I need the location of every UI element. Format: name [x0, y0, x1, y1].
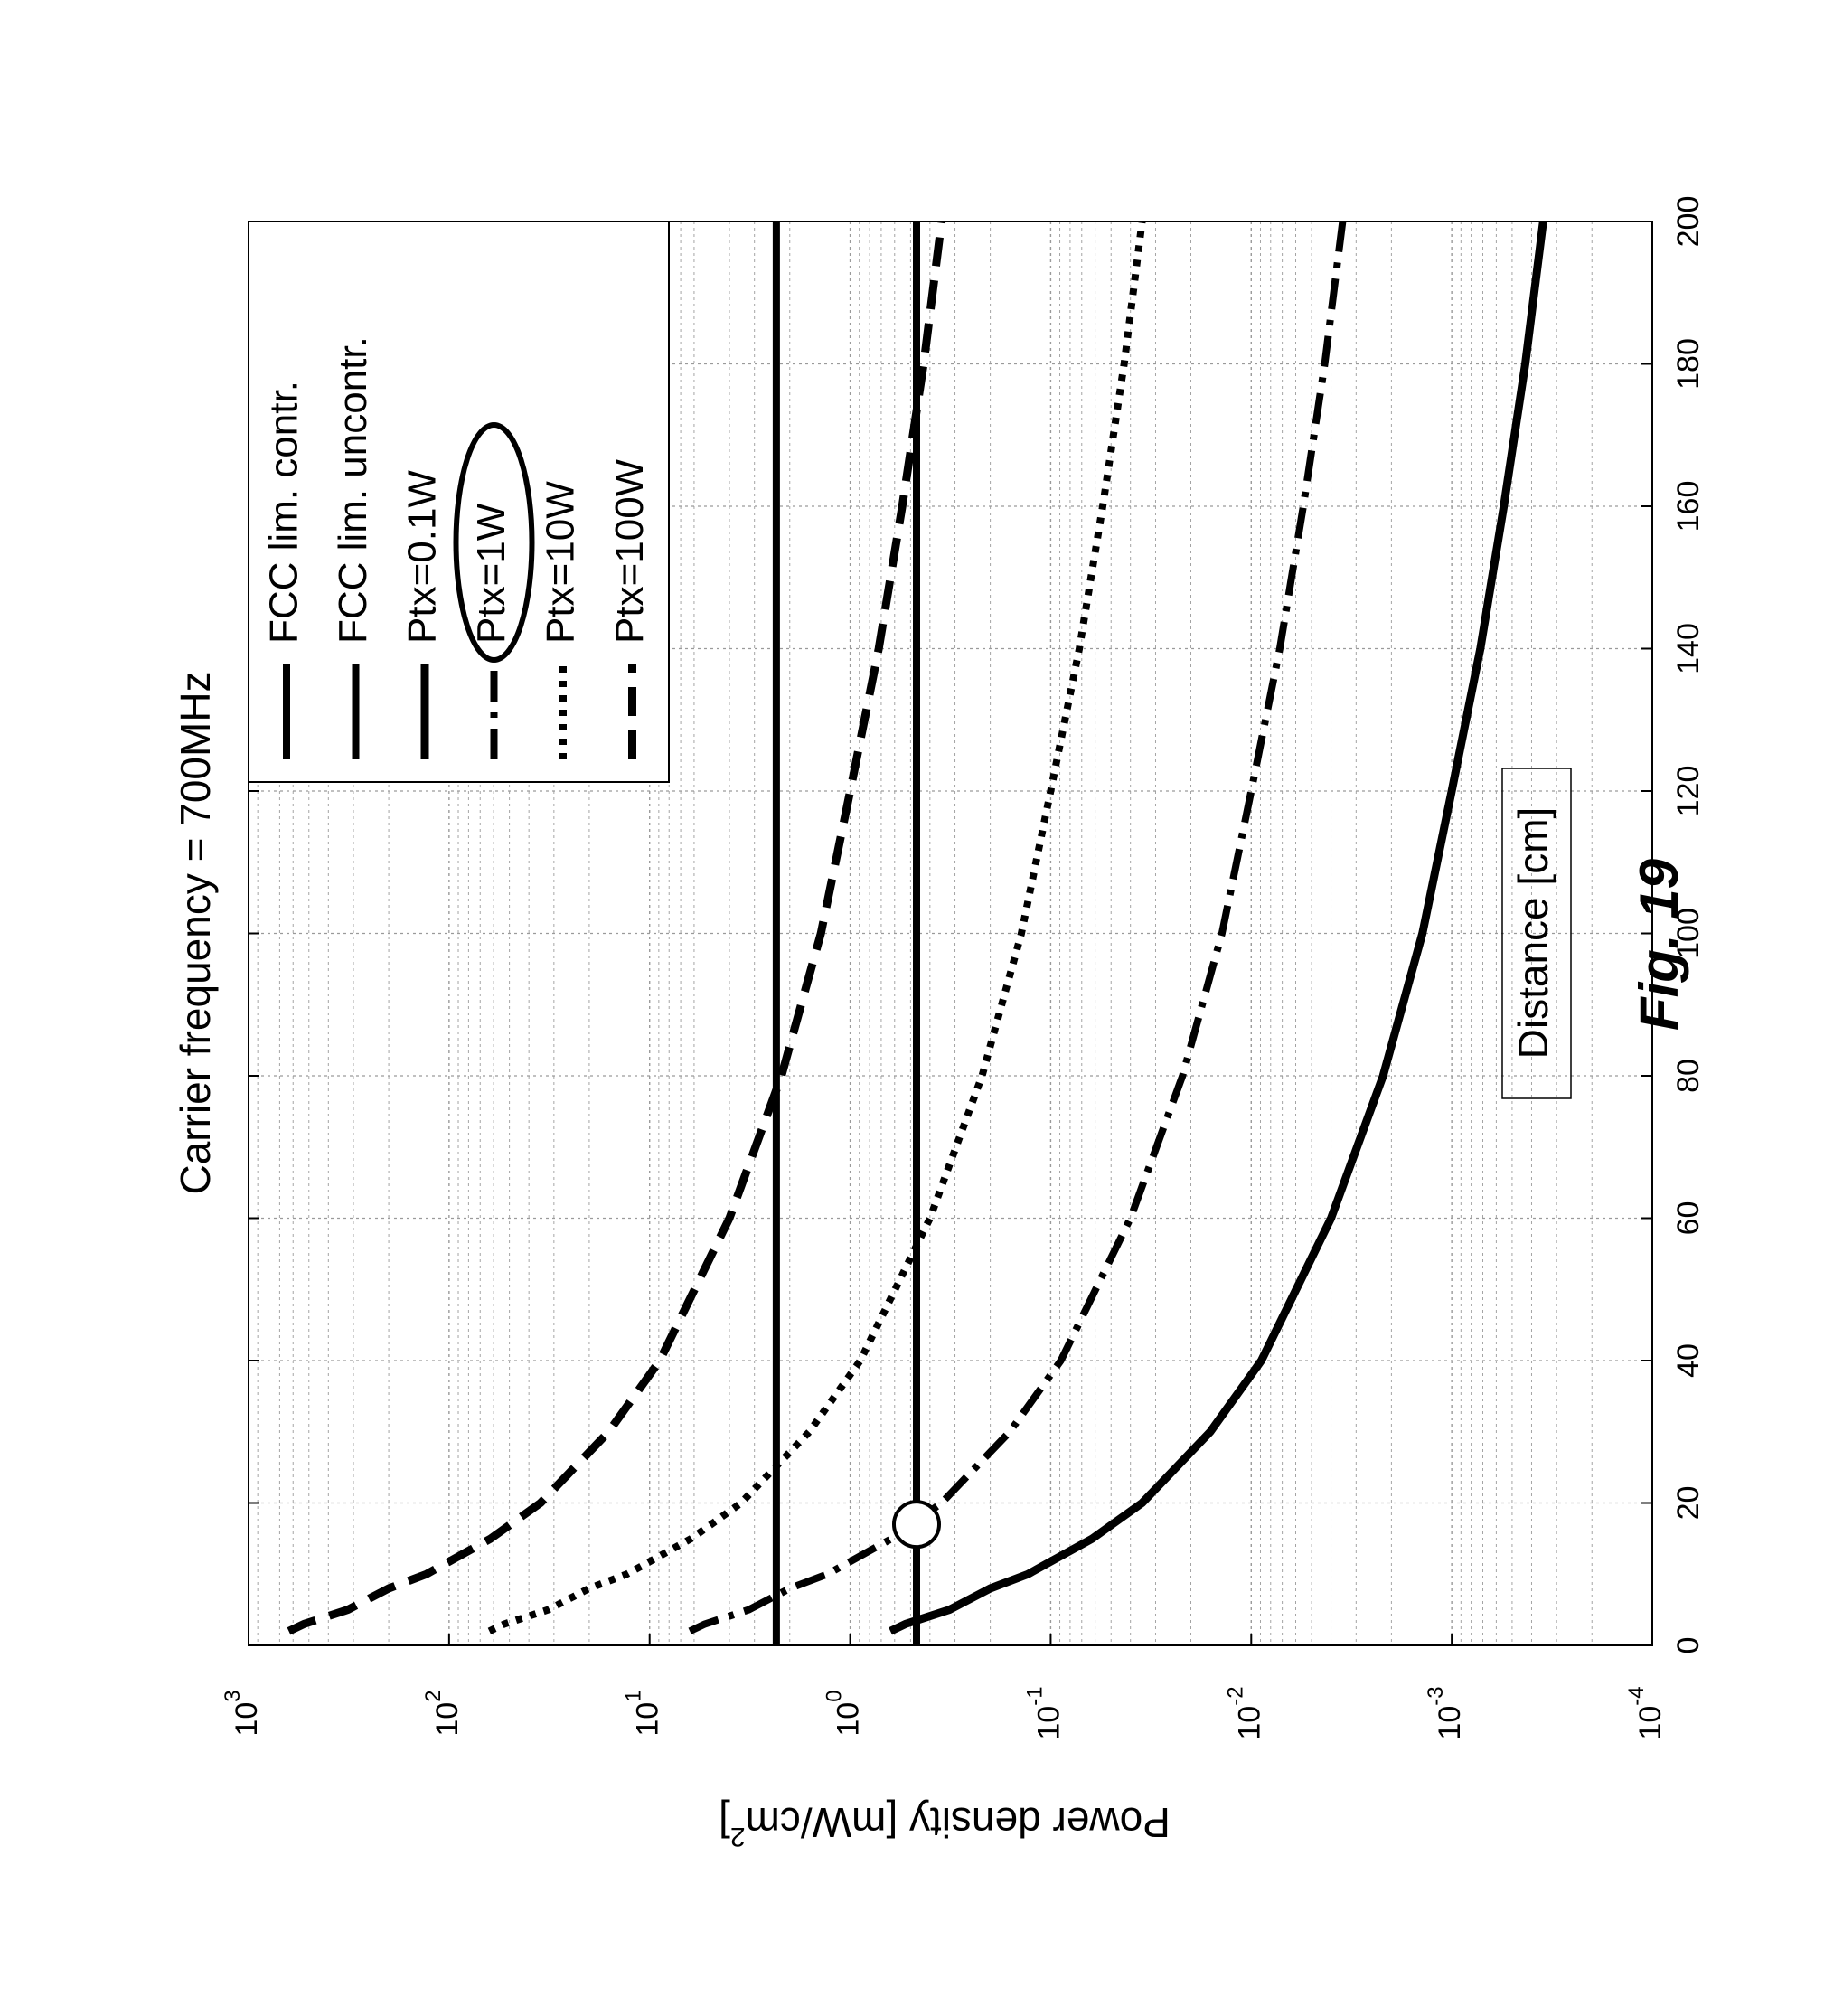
- chart-title: Carrier frequency = 700MHz: [172, 671, 219, 1194]
- x-tick-label: 120: [1671, 766, 1706, 817]
- legend-label-5: Ptx=10W: [539, 481, 583, 644]
- x-tick-label: 0: [1671, 1637, 1706, 1654]
- x-tick-label: 60: [1671, 1201, 1706, 1236]
- y-axis-label: Power density [mW/cm2]: [719, 1799, 1171, 1851]
- legend-label-3: Ptx=0.1W: [400, 470, 445, 644]
- x-tick-label: 180: [1671, 338, 1706, 390]
- legend-label-2: FCC lim. uncontr.: [331, 336, 375, 644]
- x-tick-label: 200: [1671, 196, 1706, 248]
- x-axis-label: Distance [cm]: [1509, 807, 1556, 1060]
- legend-label-6: Ptx=100W: [607, 458, 652, 644]
- legend-label-1: FCC lim. contr.: [262, 381, 306, 644]
- x-tick-label: 80: [1671, 1059, 1706, 1093]
- x-tick-label: 20: [1671, 1486, 1706, 1521]
- intersection-marker: [894, 1502, 939, 1547]
- x-tick-label: 40: [1671, 1343, 1706, 1378]
- figure-caption: Fig. 19: [1629, 858, 1689, 1031]
- x-tick-label: 160: [1671, 481, 1706, 532]
- legend-label-4: Ptx=1W: [469, 503, 513, 644]
- x-tick-label: 140: [1671, 623, 1706, 674]
